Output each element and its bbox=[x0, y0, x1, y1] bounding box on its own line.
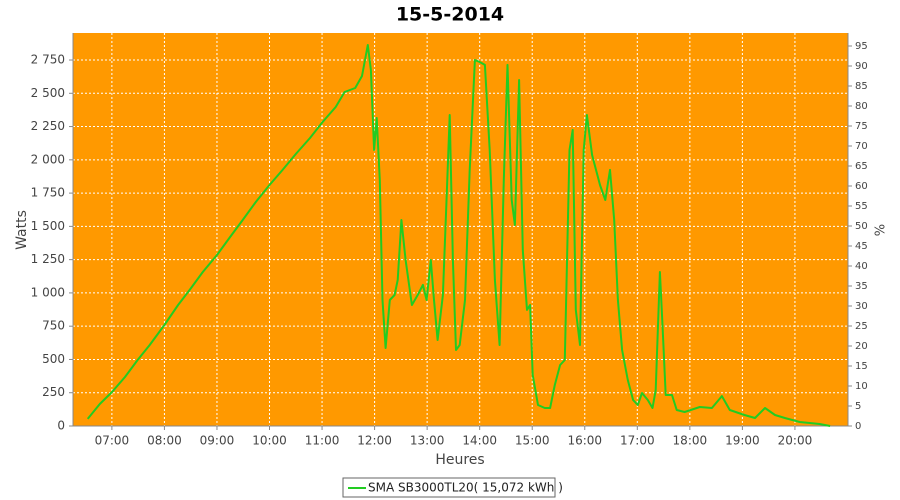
y-tick-label: 750 bbox=[42, 319, 65, 333]
y2-tick-label: 35 bbox=[855, 281, 868, 292]
y-tick-label: 2 250 bbox=[31, 119, 65, 133]
x-tick-label: 12:00 bbox=[357, 434, 392, 448]
y2-tick-label: 55 bbox=[855, 201, 868, 212]
x-tick-label: 11:00 bbox=[305, 434, 340, 448]
y-tick-label: 1 500 bbox=[31, 219, 65, 233]
chart-title: 15-5-2014 bbox=[396, 4, 504, 26]
y2-axis-label: % bbox=[874, 224, 889, 236]
y2-tick-label: 10 bbox=[855, 381, 868, 392]
y-axis-label: Watts bbox=[14, 210, 30, 250]
y2-tick-label: 80 bbox=[855, 101, 868, 112]
x-tick-label: 07:00 bbox=[95, 434, 130, 448]
x-tick-label: 10:00 bbox=[252, 434, 287, 448]
y2-tick-label: 75 bbox=[855, 121, 868, 132]
x-tick-label: 14:00 bbox=[462, 434, 497, 448]
y-tick-label: 250 bbox=[42, 385, 65, 399]
x-tick-label: 13:00 bbox=[410, 434, 445, 448]
y2-tick-label: 40 bbox=[855, 261, 868, 272]
plot-area bbox=[73, 33, 848, 426]
y2-tick-label: 5 bbox=[855, 401, 861, 412]
y-tick-label: 1 750 bbox=[31, 186, 65, 200]
y-tick-label: 2 000 bbox=[31, 152, 65, 166]
x-tick-label: 18:00 bbox=[673, 434, 708, 448]
x-axis-label: Heures bbox=[435, 452, 484, 468]
y2-tick-label: 0 bbox=[855, 421, 861, 432]
y-tick-label: 1 250 bbox=[31, 252, 65, 266]
y-tick-label: 1 000 bbox=[31, 285, 65, 299]
x-tick-label: 16:00 bbox=[567, 434, 602, 448]
y-tick-label: 2 750 bbox=[31, 53, 65, 67]
y-tick-label: 0 bbox=[57, 419, 65, 433]
x-tick-label: 09:00 bbox=[200, 434, 235, 448]
y2-tick-label: 25 bbox=[855, 321, 868, 332]
y2-tick-label: 85 bbox=[855, 81, 868, 92]
y2-tick-label: 50 bbox=[855, 221, 868, 232]
x-tick-label: 15:00 bbox=[515, 434, 550, 448]
legend-label: SMA SB3000TL20( 15,072 kWh ) bbox=[368, 481, 563, 495]
x-tick-label: 20:00 bbox=[778, 434, 813, 448]
y-tick-label: 500 bbox=[42, 352, 65, 366]
series-line bbox=[86, 44, 831, 427]
y2-tick-label: 65 bbox=[855, 161, 868, 172]
y2-tick-label: 95 bbox=[855, 41, 868, 52]
y2-tick-label: 20 bbox=[855, 341, 868, 352]
x-tick-label: 17:00 bbox=[620, 434, 655, 448]
y2-tick-label: 70 bbox=[855, 141, 868, 152]
x-tick-label: 08:00 bbox=[147, 434, 182, 448]
y2-tick-label: 30 bbox=[855, 301, 868, 312]
y2-tick-label: 45 bbox=[855, 241, 868, 252]
y2-tick-label: 60 bbox=[855, 181, 868, 192]
legend-box bbox=[342, 477, 556, 498]
y2-tick-label: 15 bbox=[855, 361, 868, 372]
y2-tick-label: 90 bbox=[855, 61, 868, 72]
x-tick-label: 19:00 bbox=[725, 434, 760, 448]
y-tick-label: 2 500 bbox=[31, 86, 65, 100]
